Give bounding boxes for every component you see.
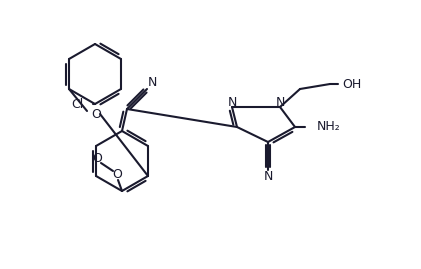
- Text: NH₂: NH₂: [317, 121, 341, 133]
- Text: O: O: [92, 153, 102, 165]
- Text: O: O: [91, 108, 101, 121]
- Text: O: O: [112, 168, 122, 182]
- Text: OH: OH: [342, 77, 361, 90]
- Text: N: N: [227, 95, 237, 108]
- Text: N: N: [263, 171, 273, 183]
- Text: N: N: [275, 95, 285, 108]
- Text: N: N: [147, 76, 157, 90]
- Text: Cl: Cl: [71, 97, 83, 111]
